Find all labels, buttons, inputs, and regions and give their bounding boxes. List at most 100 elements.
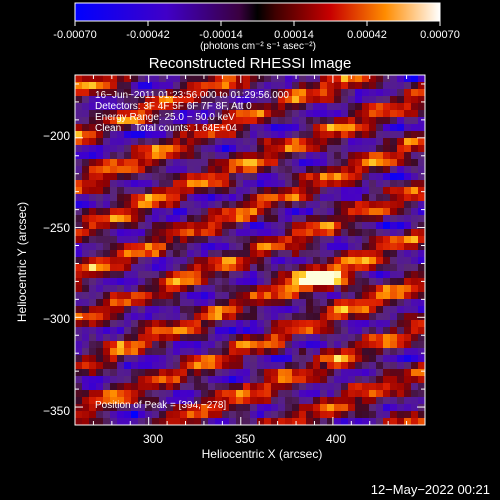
heatmap-cell [166, 334, 174, 342]
heatmap-cell [89, 159, 97, 167]
heatmap-cell [222, 341, 230, 349]
heatmap-cell [229, 89, 237, 97]
heatmap-cell [82, 75, 90, 83]
heatmap-cell [397, 383, 405, 391]
heatmap-cell [138, 299, 146, 307]
heatmap-cell [208, 159, 216, 167]
heatmap-cell [187, 327, 195, 335]
heatmap-cell [166, 397, 174, 405]
heatmap-cell [82, 257, 90, 265]
heatmap-cell [292, 208, 300, 216]
heatmap-cell [89, 82, 97, 90]
heatmap-cell [229, 292, 237, 300]
heatmap-cell [341, 152, 349, 160]
heatmap-cell [313, 215, 321, 223]
heatmap-cell [264, 194, 272, 202]
heatmap-cell [201, 327, 209, 335]
heatmap-cell [362, 187, 370, 195]
heatmap-cell [376, 292, 384, 300]
heatmap-cell [250, 257, 258, 265]
heatmap-cell [250, 376, 258, 384]
heatmap-cell [201, 187, 209, 195]
heatmap-cell [243, 229, 251, 237]
heatmap-cell [124, 201, 132, 209]
heatmap-cell [327, 82, 335, 90]
heatmap-cell [327, 243, 335, 251]
heatmap-cell [201, 390, 209, 398]
heatmap-cell [75, 292, 83, 300]
heatmap-cell [383, 285, 391, 293]
heatmap-cell [117, 180, 125, 188]
heatmap-cell [103, 362, 111, 370]
heatmap-cell [369, 82, 377, 90]
heatmap-cell [250, 383, 258, 391]
heatmap-cell [173, 117, 181, 125]
heatmap-cell [306, 285, 314, 293]
heatmap-cell [285, 390, 293, 398]
heatmap-cell [257, 159, 265, 167]
heatmap-cell [180, 110, 188, 118]
heatmap-cell [383, 222, 391, 230]
heatmap-cell [250, 75, 258, 83]
heatmap-cell [257, 250, 265, 258]
heatmap-cell [285, 404, 293, 412]
heatmap-cell [411, 313, 419, 321]
heatmap-cell [418, 306, 425, 314]
heatmap-cell [418, 299, 425, 307]
heatmap-cell [166, 124, 174, 132]
heatmap-cell [194, 327, 202, 335]
heatmap-cell [82, 334, 90, 342]
heatmap-cell [348, 292, 356, 300]
heatmap-cell [236, 124, 244, 132]
heatmap-cell [131, 376, 139, 384]
heatmap-cell [299, 131, 307, 139]
heatmap-cell [96, 355, 104, 363]
heatmap-cell [411, 362, 419, 370]
heatmap-cell [229, 306, 237, 314]
heatmap-cell [292, 299, 300, 307]
heatmap-cell [222, 243, 230, 251]
heatmap-cell [96, 82, 104, 90]
heatmap-cell [201, 320, 209, 328]
heatmap-cell [124, 96, 132, 104]
heatmap-cell [110, 362, 118, 370]
heatmap-cell [103, 369, 111, 377]
heatmap-cell [264, 320, 272, 328]
heatmap-cell [404, 355, 412, 363]
heatmap-cell [383, 299, 391, 307]
heatmap-cell [306, 159, 314, 167]
heatmap-cell [82, 117, 90, 125]
heatmap-cell [271, 306, 279, 314]
heatmap-cell [362, 278, 370, 286]
heatmap-cell [173, 348, 181, 356]
heatmap-cell [383, 208, 391, 216]
heatmap-cell [89, 271, 97, 279]
heatmap-cell [152, 285, 160, 293]
heatmap-cell [369, 215, 377, 223]
heatmap-cell [222, 271, 230, 279]
heatmap-cell [208, 201, 216, 209]
heatmap-cell [362, 82, 370, 90]
heatmap-cell [418, 285, 425, 293]
heatmap-cell [299, 103, 307, 111]
heatmap-cell [201, 397, 209, 405]
heatmap-cell [285, 96, 293, 104]
heatmap-cell [166, 117, 174, 125]
heatmap-cell [390, 313, 398, 321]
heatmap-cell [75, 208, 83, 216]
heatmap-cell [390, 208, 398, 216]
heatmap-cell [75, 103, 83, 111]
heatmap-cell [271, 194, 279, 202]
heatmap-cell [313, 138, 321, 146]
heatmap-cell [152, 166, 160, 174]
heatmap-cell [89, 215, 97, 223]
heatmap-cell [348, 124, 356, 132]
heatmap-cell [180, 117, 188, 125]
heatmap-cell [145, 334, 153, 342]
heatmap-cell [257, 152, 265, 160]
heatmap-cell [313, 236, 321, 244]
heatmap-cell [229, 390, 237, 398]
heatmap-cell [320, 173, 328, 181]
heatmap-cell [103, 334, 111, 342]
heatmap-cell [159, 103, 167, 111]
